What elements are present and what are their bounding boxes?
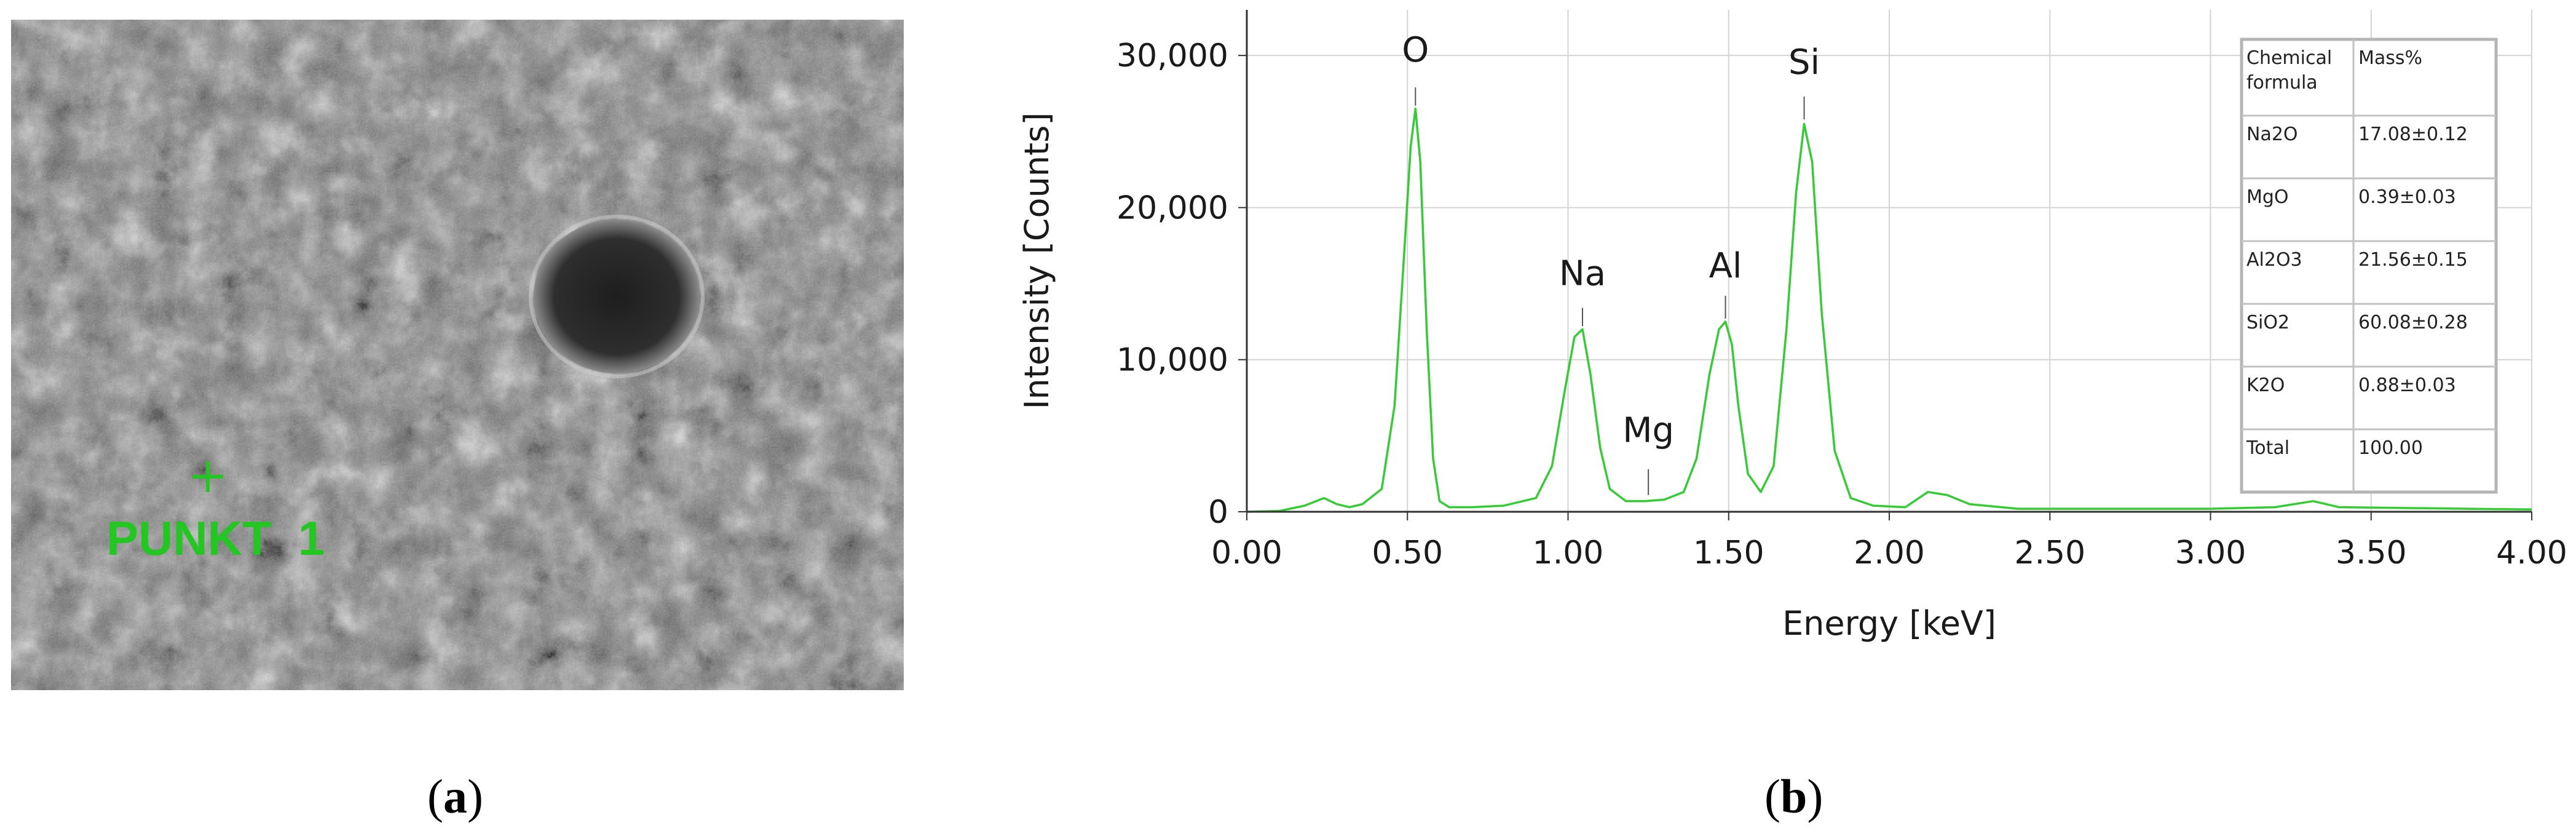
composition-table: Chemical formula Mass% Na2O 17.08±0.12 MgO 0.3… [2240,38,2498,494]
peak-label-si: Si [1788,42,1820,120]
y-tick-label: 30,000 [1116,38,1228,74]
table-header-formula: Chemical formula [2246,47,2332,93]
sem-grain [11,20,904,690]
x-tick-label: 4.00 [2496,535,2567,571]
table-cell-formula: MgO [2246,186,2289,208]
y-axis-title: Intensity [Counts] [1017,113,1056,410]
table-cell-mass: 100.00 [2358,437,2423,459]
sem-pore-rim [529,215,705,378]
table-cell-formula: Na2O [2246,124,2298,145]
peak-element: O [1402,30,1429,70]
peak-element: Na [1559,254,1606,294]
table-cell-mass: 21.56±0.15 [2358,249,2468,271]
caption-b-label: b [1780,769,1808,823]
table-cell-formula: SiO2 [2246,312,2290,333]
sem-image: PUNKT 1 [11,20,904,690]
axes: 0.00 0.50 1.00 1.50 2.00 2.50 3.00 3.50 4.00 0 10,… [1017,10,2567,643]
x-tick-label: 3.00 [2175,535,2246,571]
sem-micrograph: PUNKT 1 [11,20,904,690]
table-cell-formula: Total [2246,437,2290,459]
table-cell-mass: 60.08±0.28 [2358,312,2468,333]
table-cell-mass: 0.39±0.03 [2358,186,2456,208]
table-cell-formula: K2O [2246,375,2285,396]
series-layer [1246,107,2532,513]
caption-a: (a) [427,769,483,823]
peak-element: Al [1709,246,1742,286]
peak-element: Mg [1622,410,1674,450]
spectrum-line [1246,107,2532,513]
table-header-mass: Mass% [2358,47,2422,69]
x-tick-label: 0.00 [1211,535,1282,571]
eds-chart-panel: O Na Mg Al Si 0.00 0.50 1.00 1.50 2.00 2.50 3.00 3.… [953,0,2576,677]
table-cell-formula: Al2O3 [2246,249,2302,271]
point-label: PUNKT 1 [106,511,325,565]
y-tick-label: 0 [1208,494,1228,531]
x-tick-label: 3.50 [2336,535,2407,571]
y-tick-label: 20,000 [1116,189,1228,226]
eds-chart: O Na Mg Al Si 0.00 0.50 1.00 1.50 2.00 2.50 3.00 3.… [1017,10,2567,643]
peak-label-mg: Mg [1622,410,1674,495]
sem-pore [534,220,700,373]
table-cell-mass: 17.08±0.12 [2358,124,2468,145]
x-axis-title: Energy [keV] [1782,604,1996,643]
peak-label-o: O [1402,30,1429,106]
x-tick-label: 2.00 [1854,535,1925,571]
caption-a-label: a [443,769,467,823]
x-tick-label: 0.50 [1372,535,1443,571]
x-tick-label: 1.00 [1533,535,1604,571]
y-tick-label: 10,000 [1116,342,1228,379]
peak-label-al: Al [1709,246,1742,319]
x-tick-label: 1.50 [1693,535,1764,571]
peak-element: Si [1788,42,1820,82]
peak-labels: O Na Mg Al Si [1402,30,1820,495]
sem-crosshair [192,461,223,492]
peak-label-na: Na [1559,254,1606,327]
table-cell-mass: 0.88±0.03 [2358,375,2456,396]
x-tick-label: 2.50 [2014,535,2085,571]
caption-b: (b) [1764,769,1823,823]
